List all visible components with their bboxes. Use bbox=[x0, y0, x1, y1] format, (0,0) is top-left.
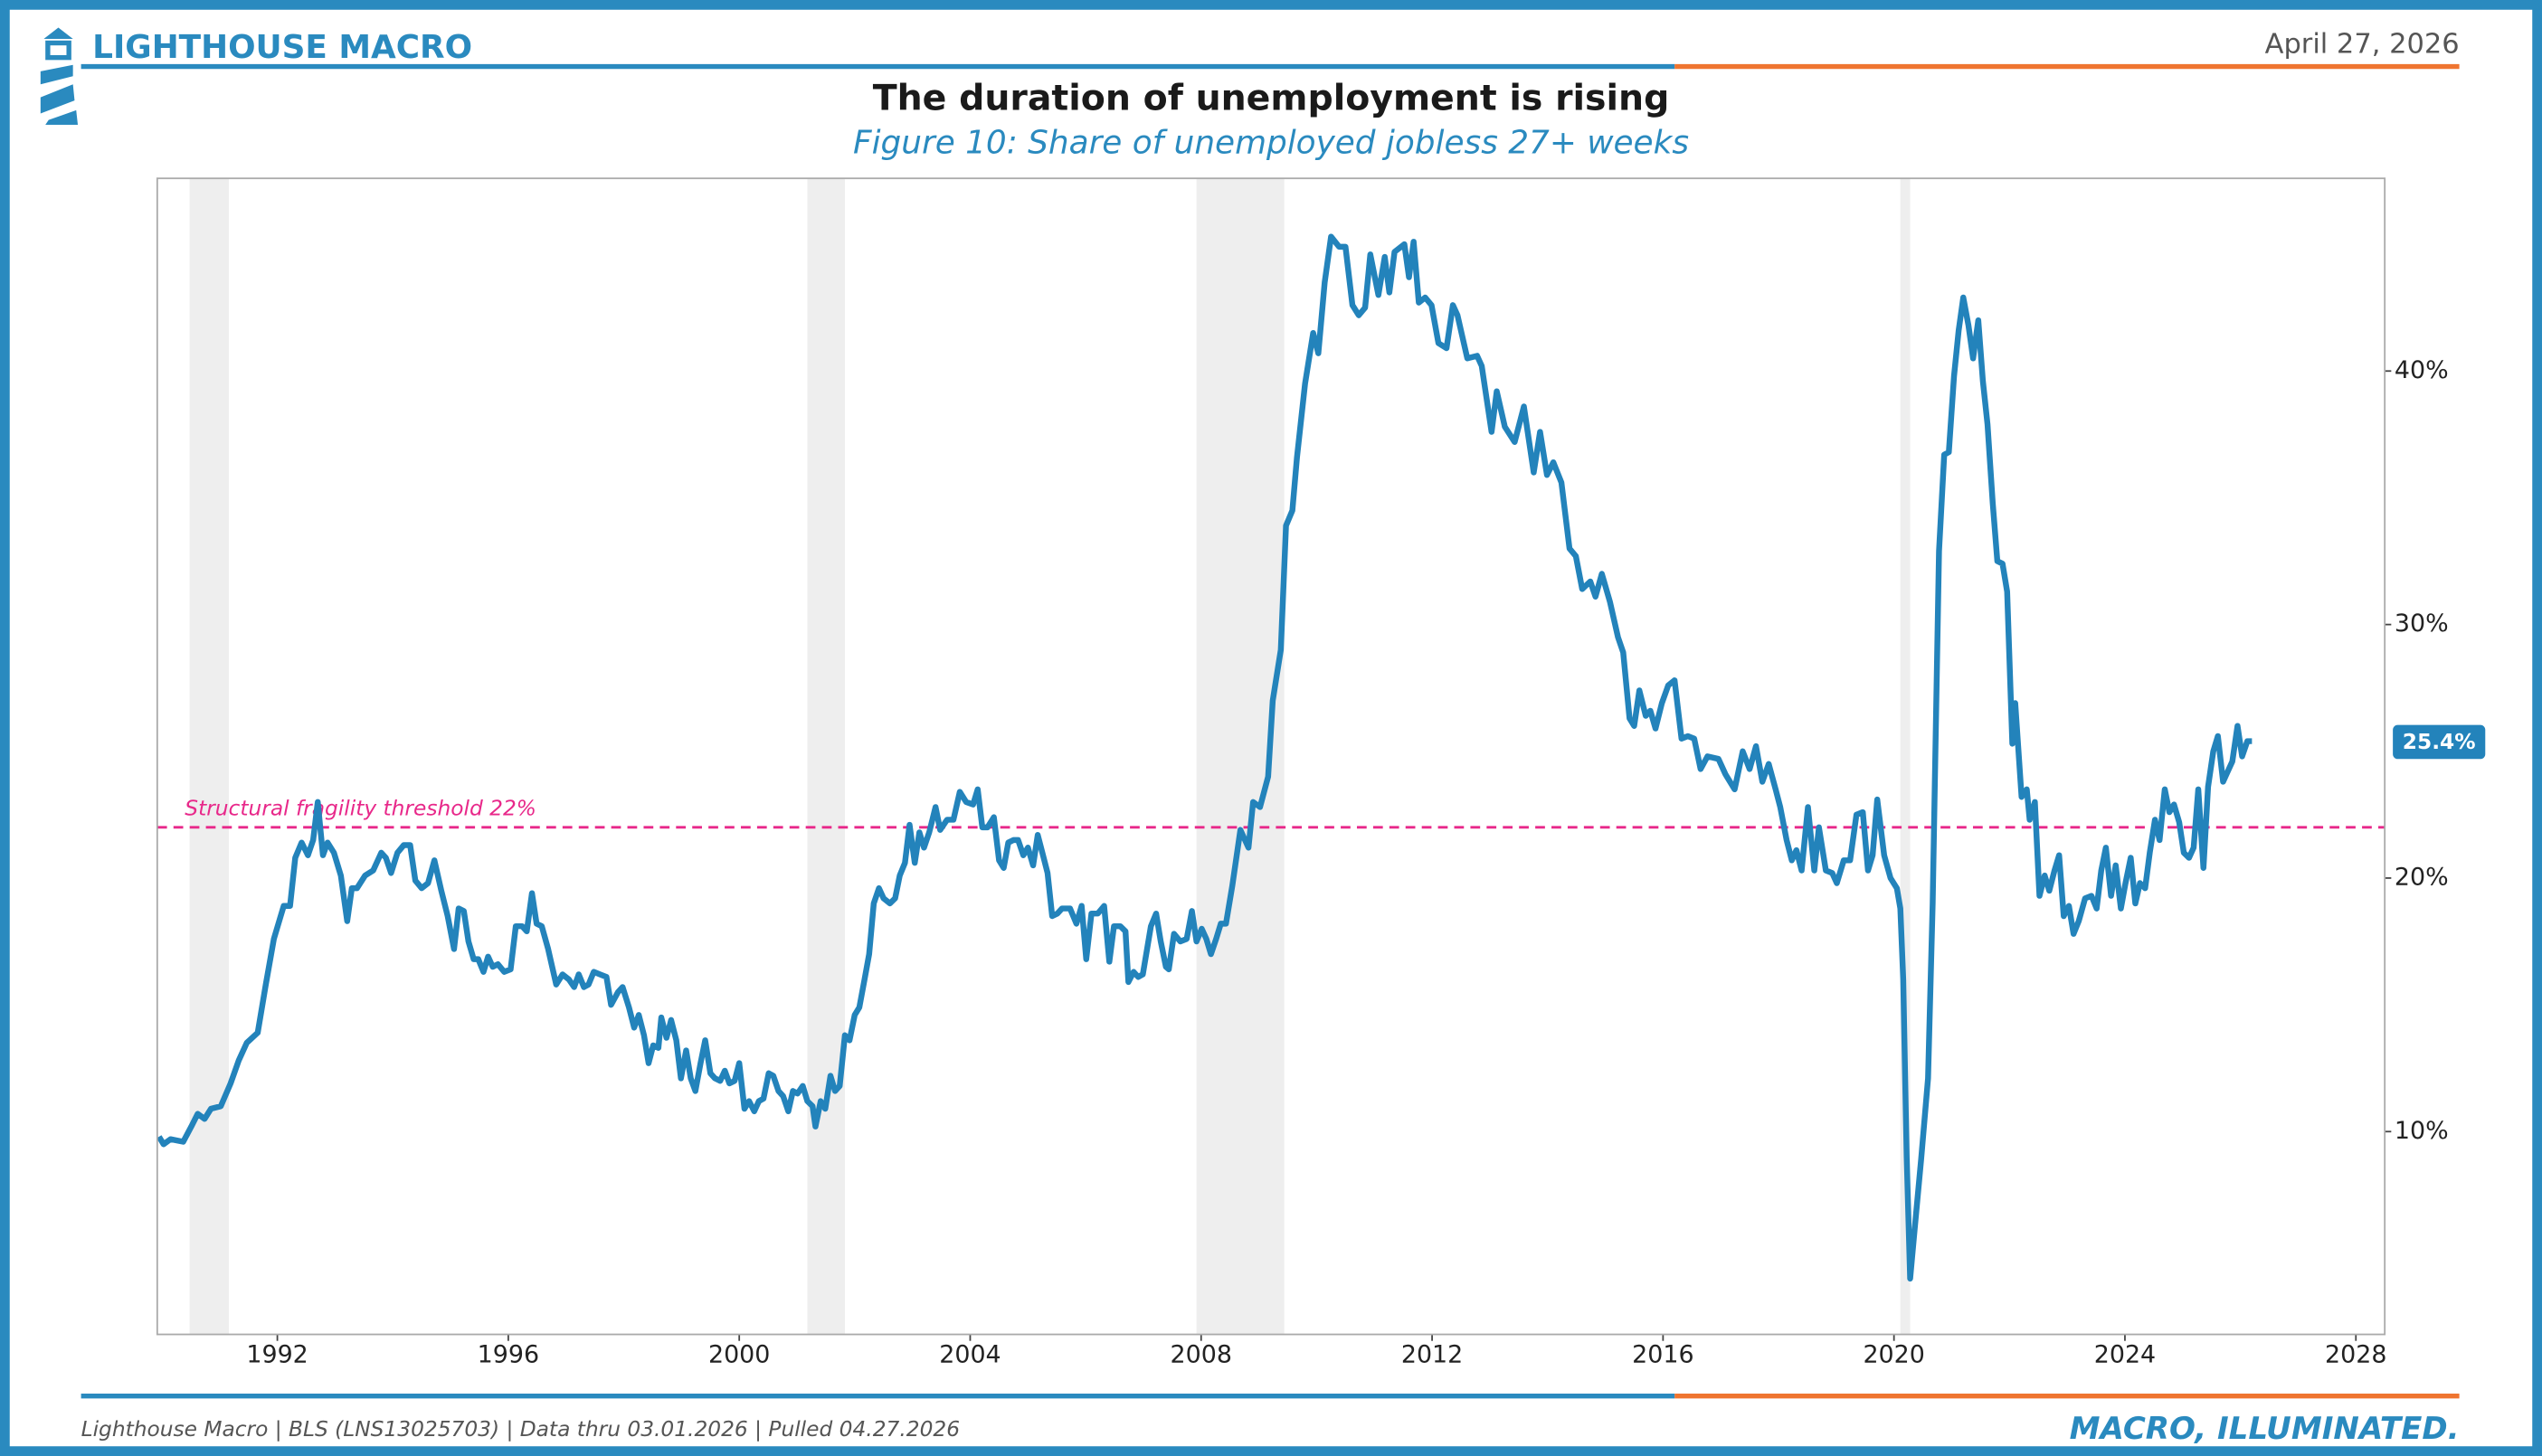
x-tick-label: 2016 bbox=[1632, 1340, 1693, 1368]
end-badge bbox=[2393, 724, 2486, 760]
x-tick-label: 2020 bbox=[1863, 1340, 1924, 1368]
source-note: Lighthouse Macro | BLS (LNS13025703) | D… bbox=[81, 1417, 960, 1442]
plot-area: 1992 1996 2000 2004 2008 2012 2016 2020 2024 2028… bbox=[156, 177, 2486, 1368]
brand: LIGHTHOUSE MACRO bbox=[92, 29, 472, 66]
x-tick-label: 2000 bbox=[708, 1340, 770, 1368]
recession-band bbox=[189, 178, 229, 1335]
chart-title: The duration of unemployment is rising bbox=[873, 78, 1670, 119]
y-tick-label: 40% bbox=[2395, 356, 2449, 384]
y-tick-label: 10% bbox=[2395, 1117, 2449, 1145]
x-tick-label: 1996 bbox=[478, 1340, 539, 1368]
chart-subtitle: Figure 10: Share of unemployed jobless 2… bbox=[853, 125, 1689, 162]
y-tick-label: 20% bbox=[2395, 863, 2449, 891]
recession-band bbox=[807, 178, 845, 1335]
x-tick-label: 2028 bbox=[2325, 1340, 2386, 1368]
x-tick-label: 2004 bbox=[939, 1340, 1001, 1368]
end-label: 25.4% bbox=[2403, 730, 2476, 754]
threshold-label: Structural fragility threshold 22% bbox=[185, 797, 536, 821]
series-line bbox=[157, 233, 2253, 1282]
logo bbox=[40, 27, 79, 126]
y-tick-label: 30% bbox=[2395, 610, 2449, 638]
x-tick-label: 2008 bbox=[1171, 1340, 1232, 1368]
recession-band bbox=[1900, 178, 1911, 1335]
x-tick-label: 2024 bbox=[2094, 1340, 2156, 1368]
plot-border bbox=[156, 177, 2386, 1336]
date: April 27, 2026 bbox=[2265, 29, 2460, 61]
tagline: MACRO, ILLUMINATED. bbox=[2070, 1411, 2460, 1447]
x-tick-label: 1992 bbox=[246, 1340, 308, 1368]
x-tick-label: 2012 bbox=[1401, 1340, 1463, 1368]
